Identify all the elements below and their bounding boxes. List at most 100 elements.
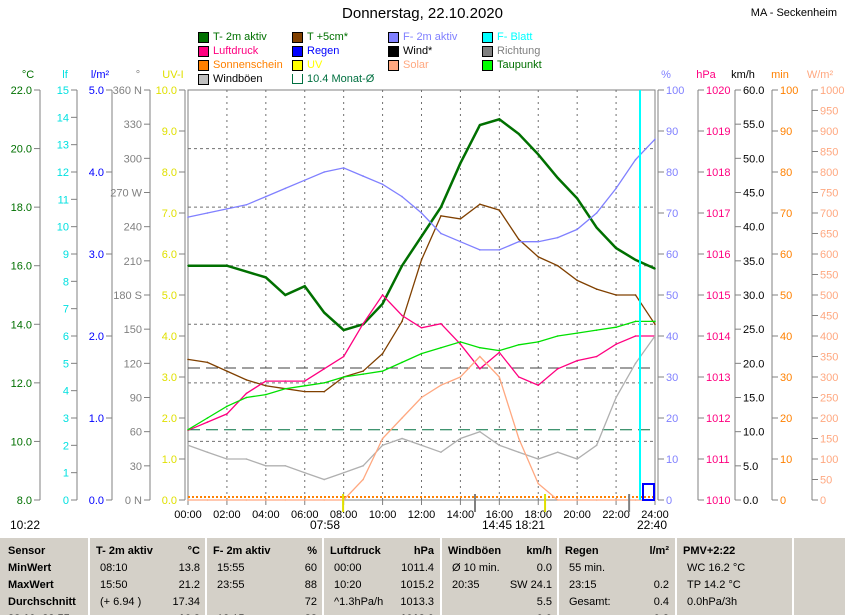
data-point xyxy=(634,158,637,161)
data-point xyxy=(615,247,617,249)
data-point xyxy=(556,451,559,453)
axis-tick-label: 0 xyxy=(666,495,672,507)
data-point xyxy=(440,384,442,387)
cell-label: 0.0hPa/3h xyxy=(687,596,738,608)
data-point xyxy=(576,499,578,501)
time-2240-label: 22:40 xyxy=(637,518,668,532)
axis-tick-label: 60 xyxy=(780,249,792,261)
axis-tick-label: 25.0 xyxy=(743,324,764,336)
cell-label: 20:35 xyxy=(452,579,480,591)
legend-item: 10.4 Monat-Ø xyxy=(292,73,374,85)
data-point xyxy=(517,376,520,378)
data-point xyxy=(459,437,462,440)
data-point xyxy=(362,370,364,372)
axis-tick-label: 10 xyxy=(666,454,678,466)
x-tick-label: 22:00 xyxy=(602,509,630,521)
data-point xyxy=(226,458,228,460)
data-point xyxy=(187,444,189,447)
axis-tick-label: 8.0 xyxy=(17,495,32,507)
legend-swatch xyxy=(292,31,303,43)
data-point xyxy=(537,256,540,258)
x-tick-label: 16:00 xyxy=(486,509,514,521)
data-point xyxy=(245,204,248,206)
data-point xyxy=(440,232,442,235)
data-point xyxy=(595,212,598,214)
data-point xyxy=(440,346,442,349)
data-point xyxy=(381,183,384,186)
data-point xyxy=(556,177,559,179)
axis-tick-label: 600 xyxy=(820,249,838,261)
data-point xyxy=(654,138,656,140)
data-point xyxy=(576,359,578,362)
axis-tick-label: 55.0 xyxy=(743,119,764,131)
legend-swatch xyxy=(292,45,303,57)
legend-item: Wind* xyxy=(388,45,432,57)
cell-value: 1015.2 xyxy=(400,579,434,591)
data-point xyxy=(517,437,520,440)
axis-tick-label: 550 xyxy=(820,270,838,282)
legend-item: Solar xyxy=(388,59,429,71)
axis-tick-label: 300 xyxy=(820,372,838,384)
data-point xyxy=(537,341,540,343)
legend-swatch xyxy=(292,59,303,71)
axis-tick-label: 14.0 xyxy=(11,319,32,331)
legend-swatch xyxy=(292,74,303,84)
axis-tick-label: 700 xyxy=(820,208,838,220)
data-point xyxy=(498,209,501,211)
axis-tick-label: 150 xyxy=(124,324,142,336)
data-point xyxy=(420,396,423,399)
data-point xyxy=(323,171,326,173)
axis-tick-label: 850 xyxy=(820,147,838,159)
x-tick-label: 06:00 xyxy=(291,509,319,521)
data-point xyxy=(245,379,248,381)
axis-unit: min xyxy=(771,69,789,81)
data-point xyxy=(342,329,345,331)
axis-tick-label: 5.0 xyxy=(89,85,104,97)
data-point xyxy=(459,218,462,220)
axis-tick-label: 20.0 xyxy=(11,144,32,156)
axis-tick-label: 2.0 xyxy=(89,331,104,343)
column-title: Regen xyxy=(565,545,599,557)
data-point xyxy=(226,499,228,501)
data-point xyxy=(634,320,637,323)
data-point xyxy=(595,288,598,290)
data-point xyxy=(245,396,248,399)
data-point xyxy=(323,499,326,501)
legend-item: F- Blatt xyxy=(482,31,532,43)
cell-label: TP 14.2 °C xyxy=(687,579,741,591)
axis-tick-label: 1000 xyxy=(820,85,844,97)
x-tick-label: 14:00 xyxy=(447,509,475,521)
x-tick-label: 24:00 xyxy=(641,509,669,521)
data-point xyxy=(420,327,423,329)
axis-tick-label: 1015 xyxy=(706,290,730,302)
data-point xyxy=(206,361,209,364)
data-point xyxy=(517,240,520,243)
column-title: F- 2m aktiv xyxy=(213,545,271,557)
column-unit: % xyxy=(307,545,317,557)
data-point xyxy=(245,499,248,501)
axis-tick-label: 10.0 xyxy=(743,427,764,439)
data-point xyxy=(206,264,209,267)
cell-label: 08:10 xyxy=(100,562,128,574)
data-point xyxy=(459,343,462,346)
axis-tick-label: 180 S xyxy=(113,290,142,302)
axis-unit: km/h xyxy=(731,69,755,81)
axis-tick-label: 100 xyxy=(780,85,798,97)
axis-tick-label: 0.0 xyxy=(743,495,758,507)
data-point xyxy=(595,329,598,331)
data-point xyxy=(634,499,637,501)
data-point xyxy=(615,499,617,501)
data-point xyxy=(265,276,267,279)
axis-tick-label: 60 xyxy=(130,427,142,439)
data-point xyxy=(187,428,189,431)
axis-tick-label: 1014 xyxy=(706,331,730,343)
data-point xyxy=(576,458,578,460)
axis-tick-label: 50 xyxy=(780,290,792,302)
data-point xyxy=(226,208,228,210)
table-column: Luftdruck hPa 00:00 1011.4 10:20 1015.2 ^1.3hP… xyxy=(322,538,439,615)
legend-label: Wind* xyxy=(403,45,433,57)
data-point xyxy=(187,499,189,501)
legend-label: Regen xyxy=(307,45,340,57)
axis-tick-label: 0 xyxy=(780,495,786,507)
axis-tick-label: 5.0 xyxy=(162,290,177,302)
